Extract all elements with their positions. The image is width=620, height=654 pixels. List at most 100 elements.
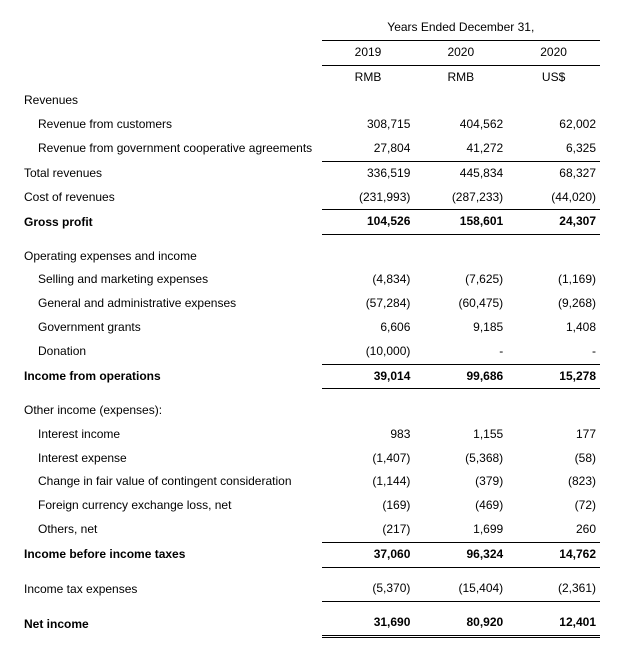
row-label: Revenue from government cooperative agre… (20, 137, 322, 161)
col-ccy-2: US$ (507, 65, 600, 89)
cell: (5,370) (322, 577, 415, 601)
cell: 68,327 (507, 161, 600, 185)
cell: 12,401 (507, 611, 600, 636)
col-year-0: 2019 (322, 40, 415, 65)
cell: 24,307 (507, 210, 600, 235)
table-row: Revenue from customers 308,715 404,562 6… (20, 113, 600, 137)
cell: 14,762 (507, 542, 600, 567)
cell: (1,407) (322, 447, 415, 471)
row-label: Interest expense (20, 447, 322, 471)
row-label: Income tax expenses (20, 577, 322, 601)
row-label: Donation (20, 340, 322, 364)
cell: 1,408 (507, 316, 600, 340)
row-label: Change in fair value of contingent consi… (20, 470, 322, 494)
section-title-row: Other income (expenses): (20, 399, 600, 423)
row-label: Income before income taxes (20, 542, 322, 567)
income-statement-table: Years Ended December 31, 2019 2020 2020 … (20, 16, 600, 638)
cell: 27,804 (322, 137, 415, 161)
cell: 6,325 (507, 137, 600, 161)
cell: 80,920 (414, 611, 507, 636)
table-row: Cost of revenues (231,993) (287,233) (44… (20, 186, 600, 210)
revenues-title: Revenues (20, 89, 322, 113)
cell: 31,690 (322, 611, 415, 636)
table-row: Income before income taxes 37,060 96,324… (20, 542, 600, 567)
section-title-row: Revenues (20, 89, 600, 113)
cell: (1,169) (507, 268, 600, 292)
cell: (9,268) (507, 292, 600, 316)
row-label: Selling and marketing expenses (20, 268, 322, 292)
table-row: Government grants 6,606 9,185 1,408 (20, 316, 600, 340)
row-label: Total revenues (20, 161, 322, 185)
col-ccy-1: RMB (414, 65, 507, 89)
cell: (72) (507, 494, 600, 518)
other-title: Other income (expenses): (20, 399, 322, 423)
row-label: Foreign currency exchange loss, net (20, 494, 322, 518)
row-label: Interest income (20, 423, 322, 447)
cell: (60,475) (414, 292, 507, 316)
col-year-1: 2020 (414, 40, 507, 65)
cell: 308,715 (322, 113, 415, 137)
cell: 62,002 (507, 113, 600, 137)
cell: (5,368) (414, 447, 507, 471)
cell: - (507, 340, 600, 364)
cell: 39,014 (322, 364, 415, 389)
cell: (4,834) (322, 268, 415, 292)
cell: 1,155 (414, 423, 507, 447)
cell: (469) (414, 494, 507, 518)
cell: (1,144) (322, 470, 415, 494)
table-row: Donation (10,000) - - (20, 340, 600, 364)
cell: (58) (507, 447, 600, 471)
table-row: Income from operations 39,014 99,686 15,… (20, 364, 600, 389)
row-label: General and administrative expenses (20, 292, 322, 316)
cell: 99,686 (414, 364, 507, 389)
cell: 983 (322, 423, 415, 447)
cell: (379) (414, 470, 507, 494)
row-label: Gross profit (20, 210, 322, 235)
cell: 158,601 (414, 210, 507, 235)
cell: 404,562 (414, 113, 507, 137)
col-ccy-0: RMB (322, 65, 415, 89)
row-label: Others, net (20, 518, 322, 542)
cell: (231,993) (322, 186, 415, 210)
cell: 177 (507, 423, 600, 447)
cell: 15,278 (507, 364, 600, 389)
cell: 41,272 (414, 137, 507, 161)
col-year-2: 2020 (507, 40, 600, 65)
header-currency-row: RMB RMB US$ (20, 65, 600, 89)
cell: 1,699 (414, 518, 507, 542)
table-row: Others, net (217) 1,699 260 (20, 518, 600, 542)
cell: (44,020) (507, 186, 600, 210)
table-row: Gross profit 104,526 158,601 24,307 (20, 210, 600, 235)
row-label: Income from operations (20, 364, 322, 389)
table-row: Revenue from government cooperative agre… (20, 137, 600, 161)
cell: 336,519 (322, 161, 415, 185)
table-row: Foreign currency exchange loss, net (169… (20, 494, 600, 518)
row-label: Net income (20, 611, 322, 636)
cell: (287,233) (414, 186, 507, 210)
table-row: Selling and marketing expenses (4,834) (… (20, 268, 600, 292)
cell: 260 (507, 518, 600, 542)
cell: - (414, 340, 507, 364)
cell: (217) (322, 518, 415, 542)
header-year-row: 2019 2020 2020 (20, 40, 600, 65)
table-row: Total revenues 336,519 445,834 68,327 (20, 161, 600, 185)
cell: 104,526 (322, 210, 415, 235)
table-row: Net income 31,690 80,920 12,401 (20, 611, 600, 636)
cell: (7,625) (414, 268, 507, 292)
row-label: Cost of revenues (20, 186, 322, 210)
cell: 445,834 (414, 161, 507, 185)
row-label: Government grants (20, 316, 322, 340)
section-title-row: Operating expenses and income (20, 245, 600, 269)
cell: (823) (507, 470, 600, 494)
cell: (10,000) (322, 340, 415, 364)
opex-title: Operating expenses and income (20, 245, 322, 269)
cell: (2,361) (507, 577, 600, 601)
table-row: Income tax expenses (5,370) (15,404) (2,… (20, 577, 600, 601)
header-span-row: Years Ended December 31, (20, 16, 600, 40)
cell: (15,404) (414, 577, 507, 601)
table-row: Change in fair value of contingent consi… (20, 470, 600, 494)
cell: (57,284) (322, 292, 415, 316)
table-row: Interest income 983 1,155 177 (20, 423, 600, 447)
table-row: Interest expense (1,407) (5,368) (58) (20, 447, 600, 471)
cell: (169) (322, 494, 415, 518)
